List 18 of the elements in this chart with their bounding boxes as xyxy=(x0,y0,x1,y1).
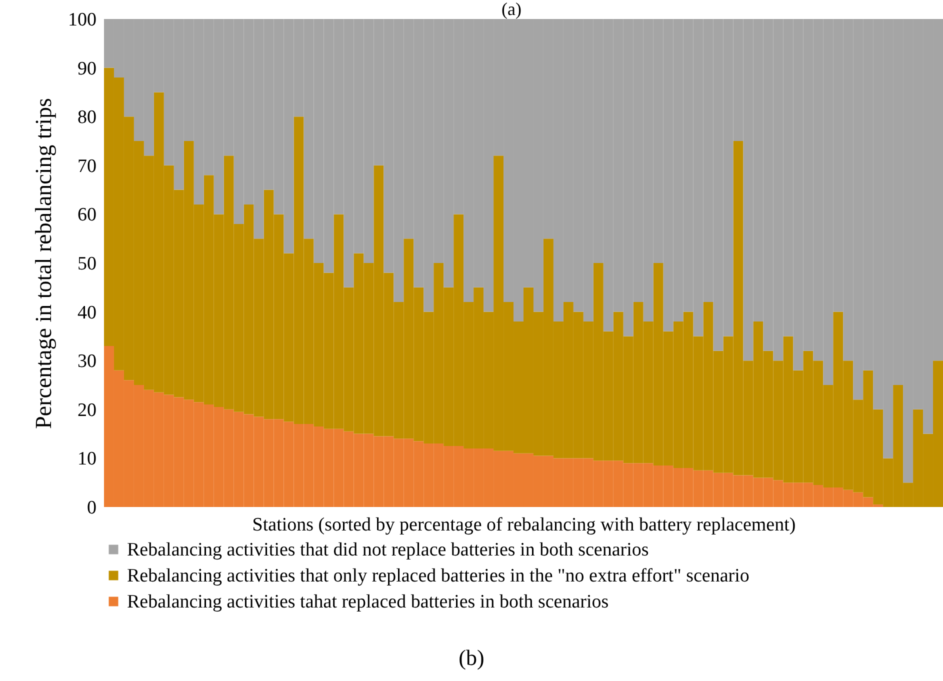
y-tick-label: 50 xyxy=(78,254,96,274)
text: (b) xyxy=(458,645,486,671)
legend-label: Rebalancing activities tahat replaced batteries in both scenarios xyxy=(127,592,609,612)
y-tick-label: 40 xyxy=(78,302,96,324)
y-tick-label: 70 xyxy=(78,156,96,177)
y-tick-label: 30 xyxy=(78,351,96,372)
legend-label: Rebalancing activities that only replaced batteries in the "no extra effort" scenario xyxy=(127,566,750,586)
legend-label: Rebalancing activities that did not replace batteries in both scenarios xyxy=(127,540,649,560)
y-tick-label: 10 xyxy=(78,448,96,470)
y-tick-label: 20 xyxy=(78,400,96,421)
y-tick-label: 100 xyxy=(68,10,96,30)
y-tick-label: 0 xyxy=(87,498,96,518)
y-tick-label: 60 xyxy=(78,204,96,226)
y-tick-label: 90 xyxy=(78,58,96,80)
text: (a) xyxy=(502,0,522,19)
x-axis-title: Stations (sorted by percentage of rebalancing with battery replacement) xyxy=(252,514,796,536)
y-axis-title: Percentage in total rebalancing trips xyxy=(31,98,56,429)
y-tick-label: 80 xyxy=(78,107,96,128)
